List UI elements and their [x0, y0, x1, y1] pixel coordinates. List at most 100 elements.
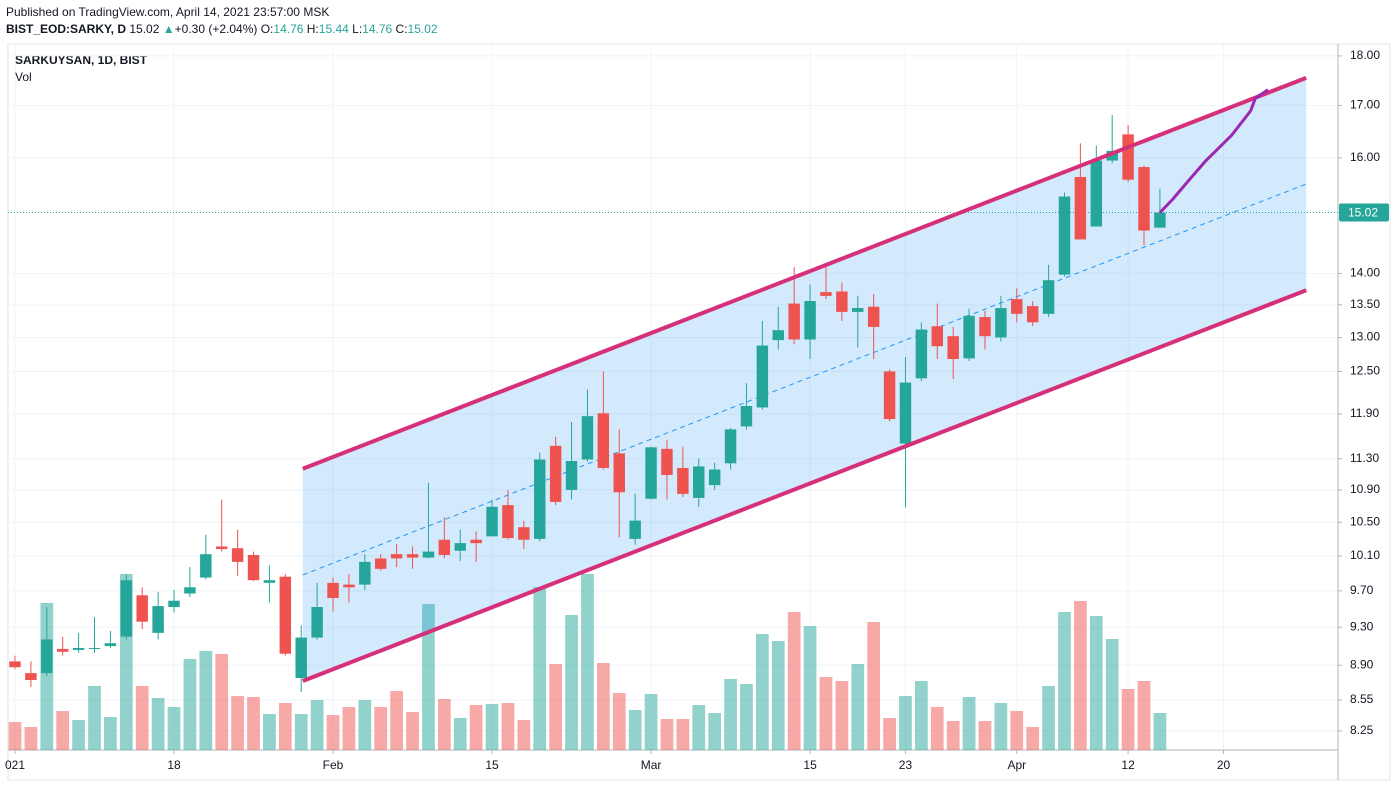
volume-bar: [1137, 681, 1151, 750]
x-tick-label: 12: [1121, 758, 1135, 772]
y-tick-label: 16.00: [1350, 150, 1380, 164]
candle-body: [979, 317, 991, 337]
volume-bar: [72, 720, 85, 750]
candle-body: [549, 445, 562, 502]
candle-body: [629, 520, 641, 539]
candle-body: [883, 371, 896, 420]
candle-body: [104, 643, 117, 647]
volume-bar: [263, 714, 276, 750]
candle-body: [613, 453, 625, 493]
volume-bar: [946, 721, 960, 750]
volume-bar: [326, 715, 340, 750]
candle-body: [390, 554, 403, 559]
volume-bar: [294, 714, 308, 750]
candle-body: [661, 448, 673, 475]
volume-bar: [167, 707, 181, 750]
candle-body: [534, 459, 546, 539]
legend-title: SARKUYSAN, 1D, BIST: [15, 53, 148, 67]
x-tick-label: 20: [1217, 758, 1231, 772]
arrow: ▲: [162, 22, 175, 36]
legend-volume: Vol: [15, 70, 32, 84]
volume-bar: [883, 718, 896, 750]
volume-bar: [978, 721, 992, 750]
volume-bar: [1153, 713, 1167, 750]
candle-body: [899, 382, 912, 444]
price: 15.02: [129, 22, 160, 36]
volume-bar: [819, 677, 833, 750]
volume-bar: [1058, 612, 1071, 750]
volume-bar: [596, 663, 610, 750]
volume-bar: [56, 711, 70, 750]
ohlc-label: C:: [395, 22, 408, 36]
volume-bar: [135, 686, 149, 750]
y-tick-label: 14.00: [1350, 266, 1380, 280]
volume-bar: [930, 707, 944, 750]
candle-body: [677, 467, 689, 494]
x-tick-label: Feb: [323, 758, 344, 772]
candle-body: [836, 291, 848, 312]
volume-bar: [994, 703, 1008, 750]
candle-body: [343, 584, 355, 588]
volume-bar: [581, 574, 594, 750]
x-tick-label: Apr: [1007, 758, 1026, 772]
candle-body: [565, 461, 578, 490]
y-tick-label: 10.50: [1350, 514, 1380, 528]
volume-bar: [390, 691, 403, 750]
volume-bar: [278, 703, 292, 750]
volume-bar: [151, 698, 165, 750]
x-tick-label: Mar: [641, 758, 662, 772]
y-tick-label: 13.50: [1350, 297, 1380, 311]
volume-bar: [565, 615, 578, 750]
volume-bar: [851, 664, 865, 750]
candle-body: [406, 554, 419, 558]
volume-bar: [1042, 686, 1055, 750]
volume-bar: [199, 651, 213, 750]
volume-bar: [422, 604, 435, 750]
y-tick-label: 10.10: [1350, 548, 1380, 562]
candle-body: [359, 561, 371, 585]
channel-lower: [302, 288, 1307, 683]
candle-body: [915, 329, 928, 379]
ohlc-value: 15.02: [407, 22, 438, 36]
candle-body: [231, 548, 244, 562]
volume-bar: [692, 705, 706, 750]
volume-bar: [708, 713, 722, 750]
y-tick-label: 17.00: [1350, 98, 1380, 112]
candle-body: [788, 303, 800, 340]
volume-bar: [724, 679, 737, 750]
y-tick-label: 8.55: [1350, 692, 1374, 706]
x-tick-label: 23: [899, 758, 913, 772]
candle-body: [502, 505, 514, 539]
candle-body: [41, 639, 53, 674]
candle-body: [470, 539, 482, 544]
volume-bar: [740, 684, 753, 750]
header: Published on TradingView.com, April 14, …: [6, 4, 438, 38]
volume-bar: [549, 664, 563, 750]
frame: [7, 43, 1391, 781]
volume-bar: [1026, 727, 1040, 750]
x-tick-label: 021: [5, 758, 25, 772]
volume-bar: [406, 712, 419, 750]
published: Published on TradingView.com, April 14, …: [6, 5, 330, 19]
volume-bar: [8, 722, 22, 750]
candle-body: [645, 447, 657, 499]
volume-bar: [915, 681, 928, 750]
candle-body: [263, 580, 276, 583]
candle-body: [867, 306, 880, 327]
candle-body: [168, 600, 180, 608]
candle-body: [1074, 176, 1087, 240]
ohlc-label: O:: [260, 22, 274, 36]
volume-bar: [1105, 639, 1119, 750]
candle-body: [581, 416, 594, 460]
candle-body: [597, 413, 610, 468]
candle-body: [756, 345, 769, 408]
volume-bar: [342, 707, 356, 750]
candle-body: [947, 336, 959, 360]
ohlc: O:14.76 H:15.44 L:14.76 C:15.02: [261, 22, 438, 36]
x-tick-label: 18: [167, 758, 181, 772]
candle-body: [804, 300, 816, 340]
volume-bar: [358, 700, 372, 750]
symbol-line: BIST_EOD:SARKY, D 15.02 ▲+0.30 (+2.04%) …: [6, 21, 438, 38]
candle-body: [1026, 306, 1039, 323]
